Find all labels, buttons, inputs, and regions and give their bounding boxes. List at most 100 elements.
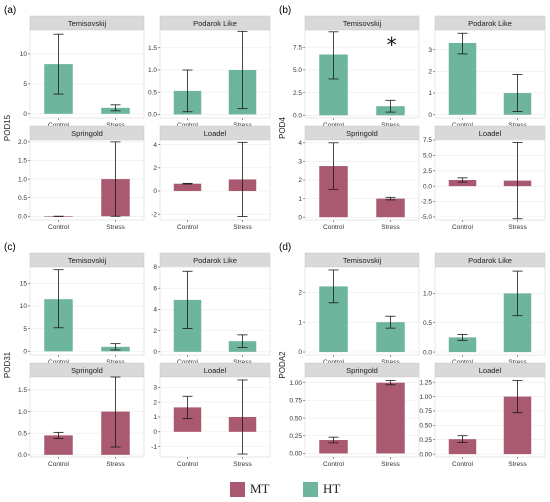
x-tick-label: Control xyxy=(323,461,345,468)
y-tick-label: 5.0 xyxy=(423,153,432,160)
x-tick-label: Stress xyxy=(233,224,252,231)
y-tick-label: 2 xyxy=(298,177,302,184)
y-tick-label: 0.00 xyxy=(289,451,302,458)
y-tick-label: 4 xyxy=(153,142,157,149)
x-tick-label: Stress xyxy=(381,359,400,366)
y-tick-label: 0 xyxy=(23,349,27,356)
legend: MT HT xyxy=(0,478,550,500)
y-tick-label: 1.0 xyxy=(18,409,27,416)
y-tick-label: 10 xyxy=(20,303,28,310)
y-tick-label: 0 xyxy=(298,349,302,356)
bar-control xyxy=(448,337,477,353)
x-tick-label: Stress xyxy=(106,461,125,468)
bar-control xyxy=(319,440,348,454)
legend-item-mt: MT xyxy=(230,478,270,500)
y-tick-label: 4 xyxy=(298,140,302,147)
y-tick-label: 1.00 xyxy=(419,394,432,401)
x-tick-label: Stress xyxy=(508,122,527,129)
x-tick-label: Control xyxy=(323,122,345,129)
panel-letter: (a) xyxy=(4,5,16,16)
y-tick-label: 3 xyxy=(298,159,302,166)
y-axis-label: POD15 xyxy=(3,114,12,141)
x-tick-label: Control xyxy=(177,359,199,366)
x-tick-label: Stress xyxy=(233,359,252,366)
y-tick-label: 1.0 xyxy=(18,176,27,183)
x-tick-label: Control xyxy=(48,224,70,231)
bar-control xyxy=(44,435,73,455)
facet-title: Temisovskij xyxy=(343,19,382,28)
y-tick-label: 0.0 xyxy=(423,349,432,356)
x-tick-label: Control xyxy=(177,122,199,129)
y-tick-label: 6 xyxy=(153,285,157,292)
y-tick-label: -2.5 xyxy=(421,199,433,206)
y-tick-label: 2 xyxy=(153,165,157,172)
y-tick-label: 0 xyxy=(298,214,302,221)
x-tick-label: Control xyxy=(177,224,199,231)
y-axis-label: POD4 xyxy=(278,117,287,139)
x-tick-label: Stress xyxy=(508,461,527,468)
panel-letter: (c) xyxy=(4,242,16,253)
facet-springold: Springold 0 1 2 3 4 Control Stress xyxy=(298,125,420,231)
legend-label-ht: HT xyxy=(323,481,341,496)
x-tick-label: Control xyxy=(452,461,474,468)
facet-title: Temisovskij xyxy=(68,19,107,28)
x-tick-label: Stress xyxy=(381,122,400,129)
x-tick-label: Stress xyxy=(508,224,527,231)
y-tick-label: -5.0 xyxy=(421,214,433,221)
x-tick-label: Stress xyxy=(106,359,125,366)
y-tick-label: 0.75 xyxy=(419,408,432,415)
facet-loadel: Loadel -5.0 -2.5 0.0 2.5 5.0 7.5 Control Stress xyxy=(421,125,546,231)
y-tick-label: 0.0 xyxy=(423,183,432,190)
legend-swatch-mt xyxy=(230,481,245,497)
y-tick-label: 1 xyxy=(298,319,302,326)
bar-control xyxy=(448,439,477,455)
facet-loadel: Loadel -1 0 1 2 3 Control Stress xyxy=(151,362,271,468)
y-tick-label: 2.5 xyxy=(423,168,432,175)
x-tick-label: Control xyxy=(48,461,70,468)
y-tick-label: 0 xyxy=(153,349,157,356)
panel-letter: (d) xyxy=(279,242,291,253)
facet-title: Podarok Like xyxy=(468,256,512,265)
y-tick-label: 7.5 xyxy=(293,44,302,51)
y-axis-label: POD31 xyxy=(3,351,12,378)
y-tick-label: 0.5 xyxy=(18,430,27,437)
bar-control xyxy=(173,183,202,192)
x-tick-label: Stress xyxy=(381,461,400,468)
y-tick-label: 10 xyxy=(20,51,28,58)
facet-title: Podarok Like xyxy=(193,256,237,265)
panel-1: (b) POD4 Temisovskij 0.0 2.5 5.0 7.5 Control Str… xyxy=(278,5,546,231)
y-tick-label: 8 xyxy=(153,264,157,271)
facet-podarok-like: Podarok Like 0.0 0.5 1.0 Control Stress xyxy=(423,252,546,366)
facet-title: Podarok Like xyxy=(468,19,512,28)
y-tick-label: 1 xyxy=(428,90,432,97)
significance-asterisk: * xyxy=(387,33,397,57)
y-tick-label: 3 xyxy=(153,385,157,392)
facet-title: Springold xyxy=(71,366,103,375)
y-tick-label: -1 xyxy=(151,444,157,451)
facet-title: Springold xyxy=(71,129,103,138)
y-tick-label: 0.00 xyxy=(419,451,432,458)
facet-podarok-like: Podarok Like 0.0 0.5 1.0 1.5 Control Stress xyxy=(148,15,271,129)
x-tick-label: Stress xyxy=(233,461,252,468)
y-tick-label: 0 xyxy=(153,188,157,195)
facet-loadel: Loadel 0.00 0.25 0.50 0.75 1.00 1.25 Control Str… xyxy=(419,362,546,468)
x-tick-label: Control xyxy=(48,359,70,366)
y-tick-label: 5.0 xyxy=(293,67,302,74)
panel-letter: (b) xyxy=(279,5,291,16)
y-tick-label: 0.5 xyxy=(423,320,432,327)
x-tick-label: Control xyxy=(452,122,474,129)
y-tick-label: 0.50 xyxy=(289,415,302,422)
facet-title: Loadel xyxy=(479,129,502,138)
y-tick-label: 0.0 xyxy=(18,213,27,220)
bar-stress xyxy=(376,382,405,454)
y-tick-label: 2.5 xyxy=(293,90,302,97)
y-tick-label: 0.5 xyxy=(148,89,157,96)
facet-springold: Springold 0.0 0.5 1.0 1.5 2.0 Control Stress xyxy=(18,125,145,231)
facet-title: Temisovskij xyxy=(343,256,382,265)
y-tick-label: 3 xyxy=(428,47,432,54)
y-tick-label: 2 xyxy=(298,290,302,297)
